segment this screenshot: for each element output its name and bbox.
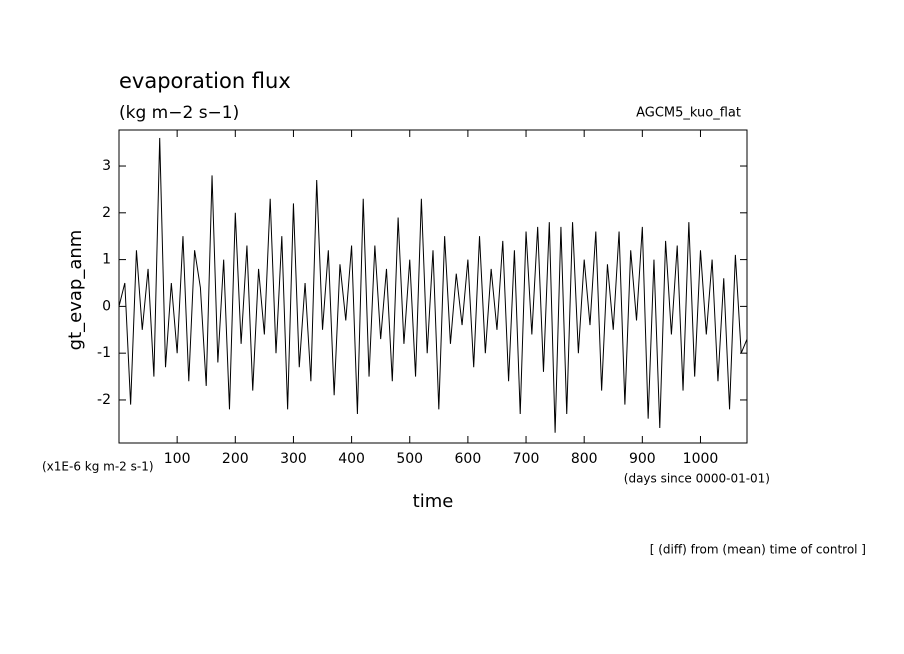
- y-tick-label: 2: [102, 205, 111, 221]
- data-line: [118, 137, 748, 433]
- x-tick-label: 100: [164, 451, 191, 467]
- y-tick-label: 3: [102, 158, 111, 174]
- x-tick-label: 500: [396, 451, 423, 467]
- x-tick-label: 700: [513, 451, 540, 467]
- x-tick-label: 300: [280, 451, 307, 467]
- y-tick-label: -2: [97, 392, 111, 408]
- plot-frame: [118, 129, 748, 444]
- chart-subtitle: (kg m−2 s−1): [119, 103, 239, 123]
- x-tick-label: 800: [571, 451, 598, 467]
- y-unit: (x1E-6 kg m-2 s-1): [42, 460, 154, 474]
- y-axis-label: gt_evap_anm: [65, 230, 86, 351]
- y-tick-label: 1: [102, 252, 111, 268]
- x-tick-label: 200: [222, 451, 249, 467]
- y-tick-label: -1: [97, 345, 111, 361]
- chart-title: evaporation flux: [119, 69, 291, 93]
- y-tick-label: 0: [102, 298, 111, 314]
- x-tick-label: 900: [629, 451, 656, 467]
- x-axis-label: time: [413, 491, 454, 512]
- run-label: AGCM5_kuo_flat: [636, 106, 741, 121]
- x-unit: (days since 0000-01-01): [624, 472, 770, 486]
- x-tick-label: 1000: [683, 451, 719, 467]
- x-tick-label: 600: [455, 451, 482, 467]
- x-tick-label: 400: [338, 451, 365, 467]
- footnote: [ (diff) from (mean) time of control ]: [650, 543, 866, 557]
